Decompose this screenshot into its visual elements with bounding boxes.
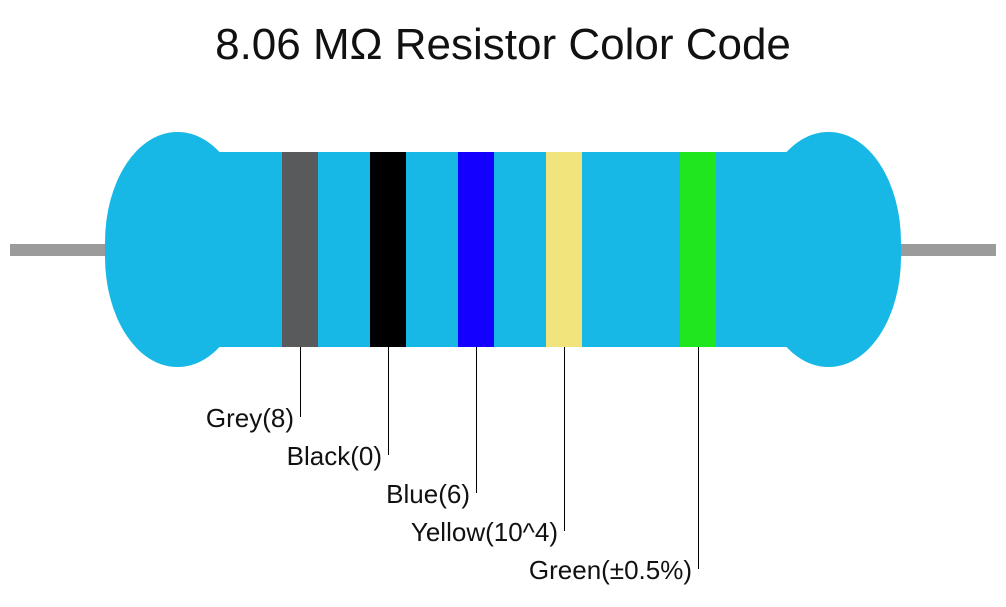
leader-4 <box>564 347 565 531</box>
band-1 <box>282 152 318 347</box>
band-3 <box>458 152 494 347</box>
band-label-5: Green(±0.5%) <box>529 555 692 586</box>
diagram-title: 8.06 MΩ Resistor Color Code <box>0 20 1006 70</box>
band-5 <box>680 152 716 347</box>
leader-3 <box>476 347 477 493</box>
band-label-4: Yellow(10^4) <box>411 517 558 548</box>
band-label-3: Blue(6) <box>386 479 470 510</box>
resistor-diagram: 8.06 MΩ Resistor Color Code Grey(8) Blac… <box>0 0 1006 607</box>
band-label-1: Grey(8) <box>206 403 294 434</box>
leader-2 <box>388 347 389 455</box>
band-2 <box>370 152 406 347</box>
band-label-2: Black(0) <box>287 441 382 472</box>
band-4 <box>546 152 582 347</box>
leader-5 <box>698 347 699 569</box>
leader-1 <box>300 347 301 417</box>
